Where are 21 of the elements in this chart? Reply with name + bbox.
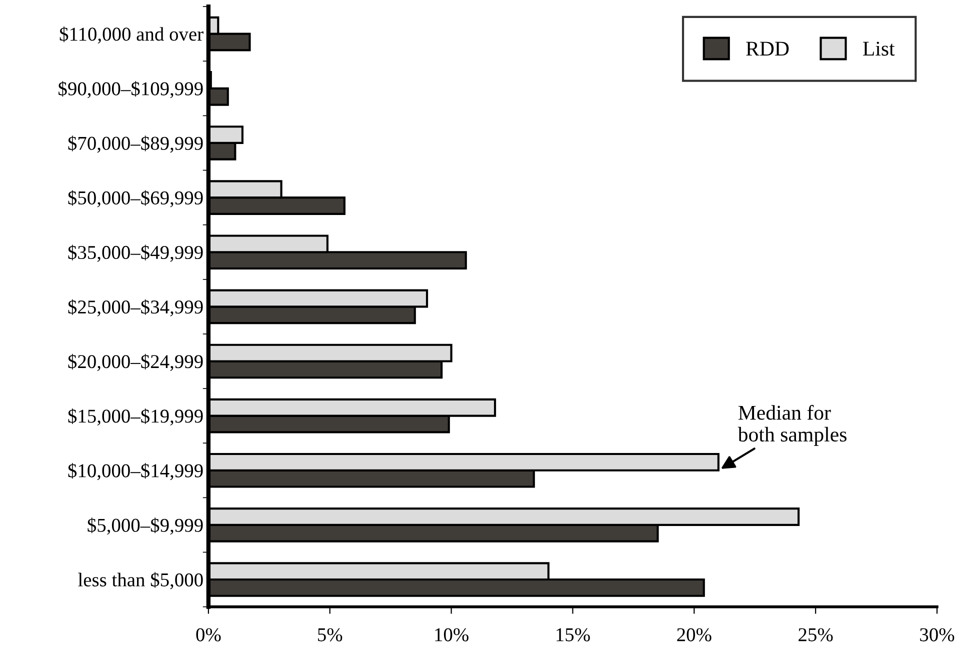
legend-label: List (863, 42, 895, 56)
x-tick-label: 15% (556, 628, 590, 642)
x-tick-label: 25% (798, 628, 833, 642)
y-tick-label: less than $5,000 (78, 572, 203, 590)
y-tick-label: $5,000–$9,999 (88, 518, 203, 535)
x-tick-label: 30% (920, 628, 954, 642)
x-tick-label: 0% (196, 628, 221, 642)
x-tick-label: 10% (435, 628, 468, 642)
y-tick-label: $90,000–$109,999 (58, 81, 203, 98)
y-tick-label: $25,000–$34,999 (68, 299, 203, 316)
y-tick-label: $10,000–$14,999 (68, 463, 203, 480)
x-tick-label: 5% (318, 628, 342, 642)
y-tick-label: $35,000–$49,999 (68, 244, 203, 262)
y-tick-label: $50,000–$69,999 (68, 190, 203, 208)
y-tick-label: $15,000–$19,999 (68, 408, 203, 426)
y-tick-label: $20,000–$24,999 (68, 354, 203, 371)
x-tick-label: 20% (677, 628, 712, 642)
legend-label: RDD (746, 42, 789, 56)
y-tick-label: $110,000 and over (60, 26, 204, 44)
y-tick-label: $70,000–$89,999 (68, 136, 203, 153)
annotation: Median for both samples (738, 404, 846, 446)
